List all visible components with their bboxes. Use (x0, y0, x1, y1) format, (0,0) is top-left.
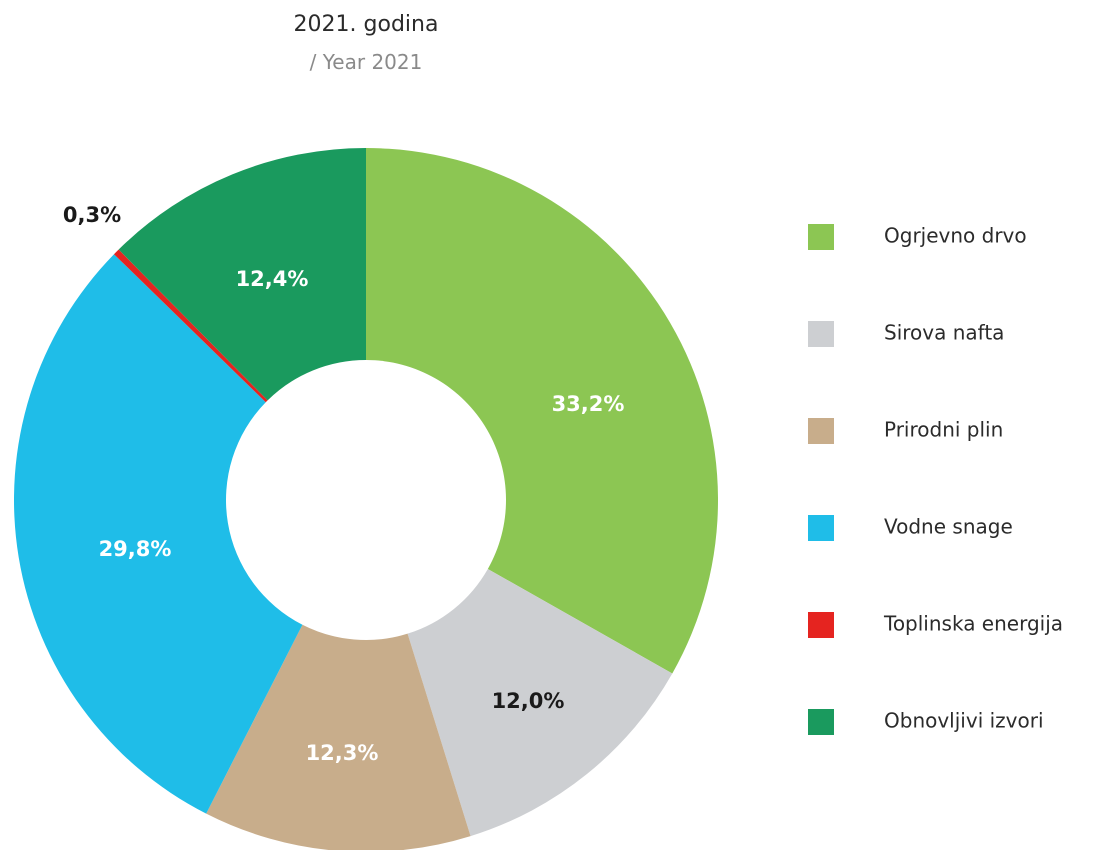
legend-label-prirodni-plin: Prirodni plin (884, 418, 1003, 442)
slice-sirova-nafta (407, 568, 673, 837)
legend-label-toplinska-energija: Toplinska energija (883, 612, 1063, 636)
legend-swatch-obnovljivi-izvori (808, 709, 834, 735)
legend-label-sirova-nafta: Sirova nafta (884, 321, 1004, 345)
slice-label-toplinska-energija: 0,3% (63, 203, 121, 227)
chart-title: 2021. godina (293, 12, 439, 37)
slice-ogrjevno-drvo (366, 148, 719, 674)
legend-swatch-sirova-nafta (808, 321, 834, 347)
slice-label-sirova-nafta: 12,0% (492, 689, 565, 713)
legend-swatch-toplinska-energija (808, 612, 834, 638)
slice-label-vodne-snage: 29,8% (99, 537, 172, 561)
slice-toplinska-energija (113, 249, 268, 403)
slice-obnovljivi-izvori (118, 148, 367, 401)
legend-label-obnovljivi-izvori: Obnovljivi izvori (884, 709, 1044, 733)
legend-swatch-prirodni-plin (808, 418, 834, 444)
slice-label-prirodni-plin: 12,3% (306, 741, 379, 765)
chart-subtitle: / Year 2021 (309, 50, 423, 74)
legend-label-ogrjevno-drvo: Ogrjevno drvo (884, 224, 1027, 248)
slice-label-obnovljivi-izvori: 12,4% (236, 267, 309, 291)
slice-label-ogrjevno-drvo: 33,2% (552, 392, 625, 416)
slice-vodne-snage (14, 254, 303, 814)
legend-swatch-vodne-snage (808, 515, 834, 541)
legend-label-vodne-snage: Vodne snage (884, 515, 1013, 539)
legend-swatch-ogrjevno-drvo (808, 224, 834, 250)
slice-prirodni-plin (206, 624, 471, 850)
